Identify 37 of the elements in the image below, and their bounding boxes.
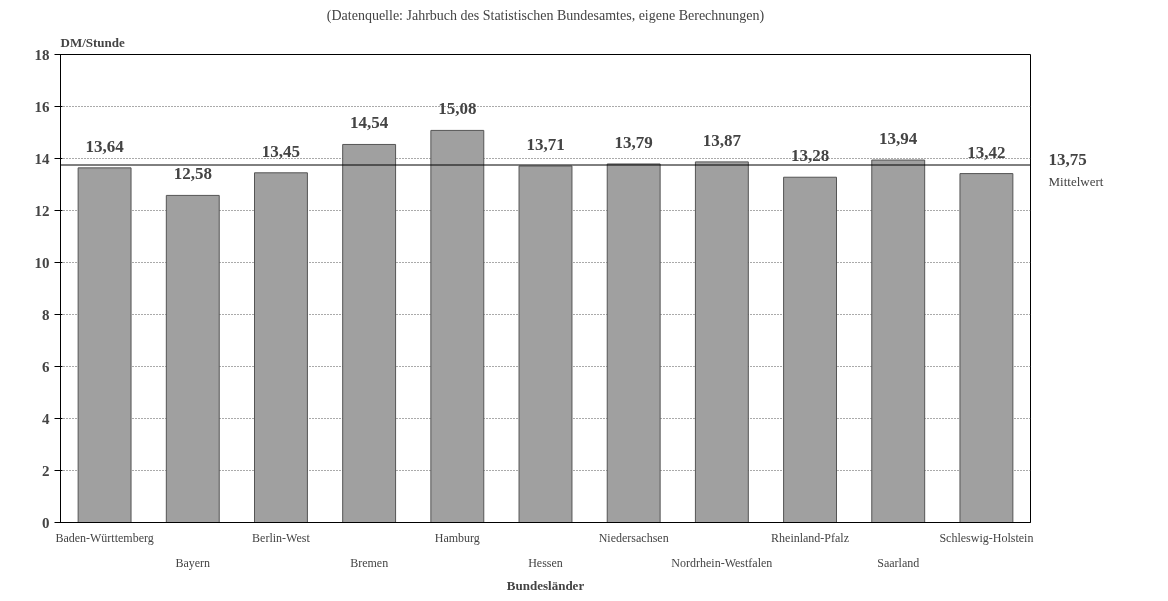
y-tick-label: 4 [42,410,50,427]
ref-line-label: Mittelwert [1048,174,1104,189]
data-label: 12,58 [173,164,212,184]
data-label: 13,45 [261,141,301,161]
data-label: 14,54 [350,113,389,133]
y-tick-label: 18 [34,46,50,63]
data-label: 13,87 [702,130,742,150]
x-tick-label: Rheinland-Pfalz [771,530,850,545]
data-label: 13,28 [790,146,830,166]
x-tick-label: Bayern [175,555,211,570]
text: (Datenquelle: Jahrbuch des Statistischen Bundesamtes, eigene Berechnungen) [326,7,765,24]
x-tick-label: Nordrhein-Westfalen [671,555,773,570]
x-tick-label: Niedersachsen [598,530,669,545]
x-tick-label: Saarland [877,555,920,570]
y-tick-label: 12 [34,202,50,219]
y-tick-label: 2 [42,462,50,479]
x-tick-label: Baden-Württemberg [55,530,154,545]
data-label: 13,71 [526,135,565,155]
data-label: 13,42 [967,142,1006,162]
y-tick-label: 10 [34,254,50,271]
x-tick-label: Berlin-West [252,530,311,545]
y-tick-label: 0 [42,514,50,531]
x-tick-label: Hessen [528,555,563,570]
x-tick-label: Hamburg [434,530,480,545]
y-tick-label: 14 [34,150,50,167]
x-tick-label: Schleswig-Holstein [939,530,1034,545]
data-label: 13,79 [614,132,653,152]
data-label: 13,94 [879,129,918,149]
x-axis-title: Bundesländer [506,577,585,593]
y-axis-title: DM/Stunde [60,34,126,50]
x-tick-label: Bremen [350,555,389,570]
text: 13,75 [1048,150,1087,169]
data-label: 13,64 [85,136,125,156]
y-tick-label: 16 [34,98,50,115]
y-tick-label: 8 [42,306,50,323]
y-tick-label: 6 [42,358,50,375]
data-label: 15,08 [438,99,477,119]
